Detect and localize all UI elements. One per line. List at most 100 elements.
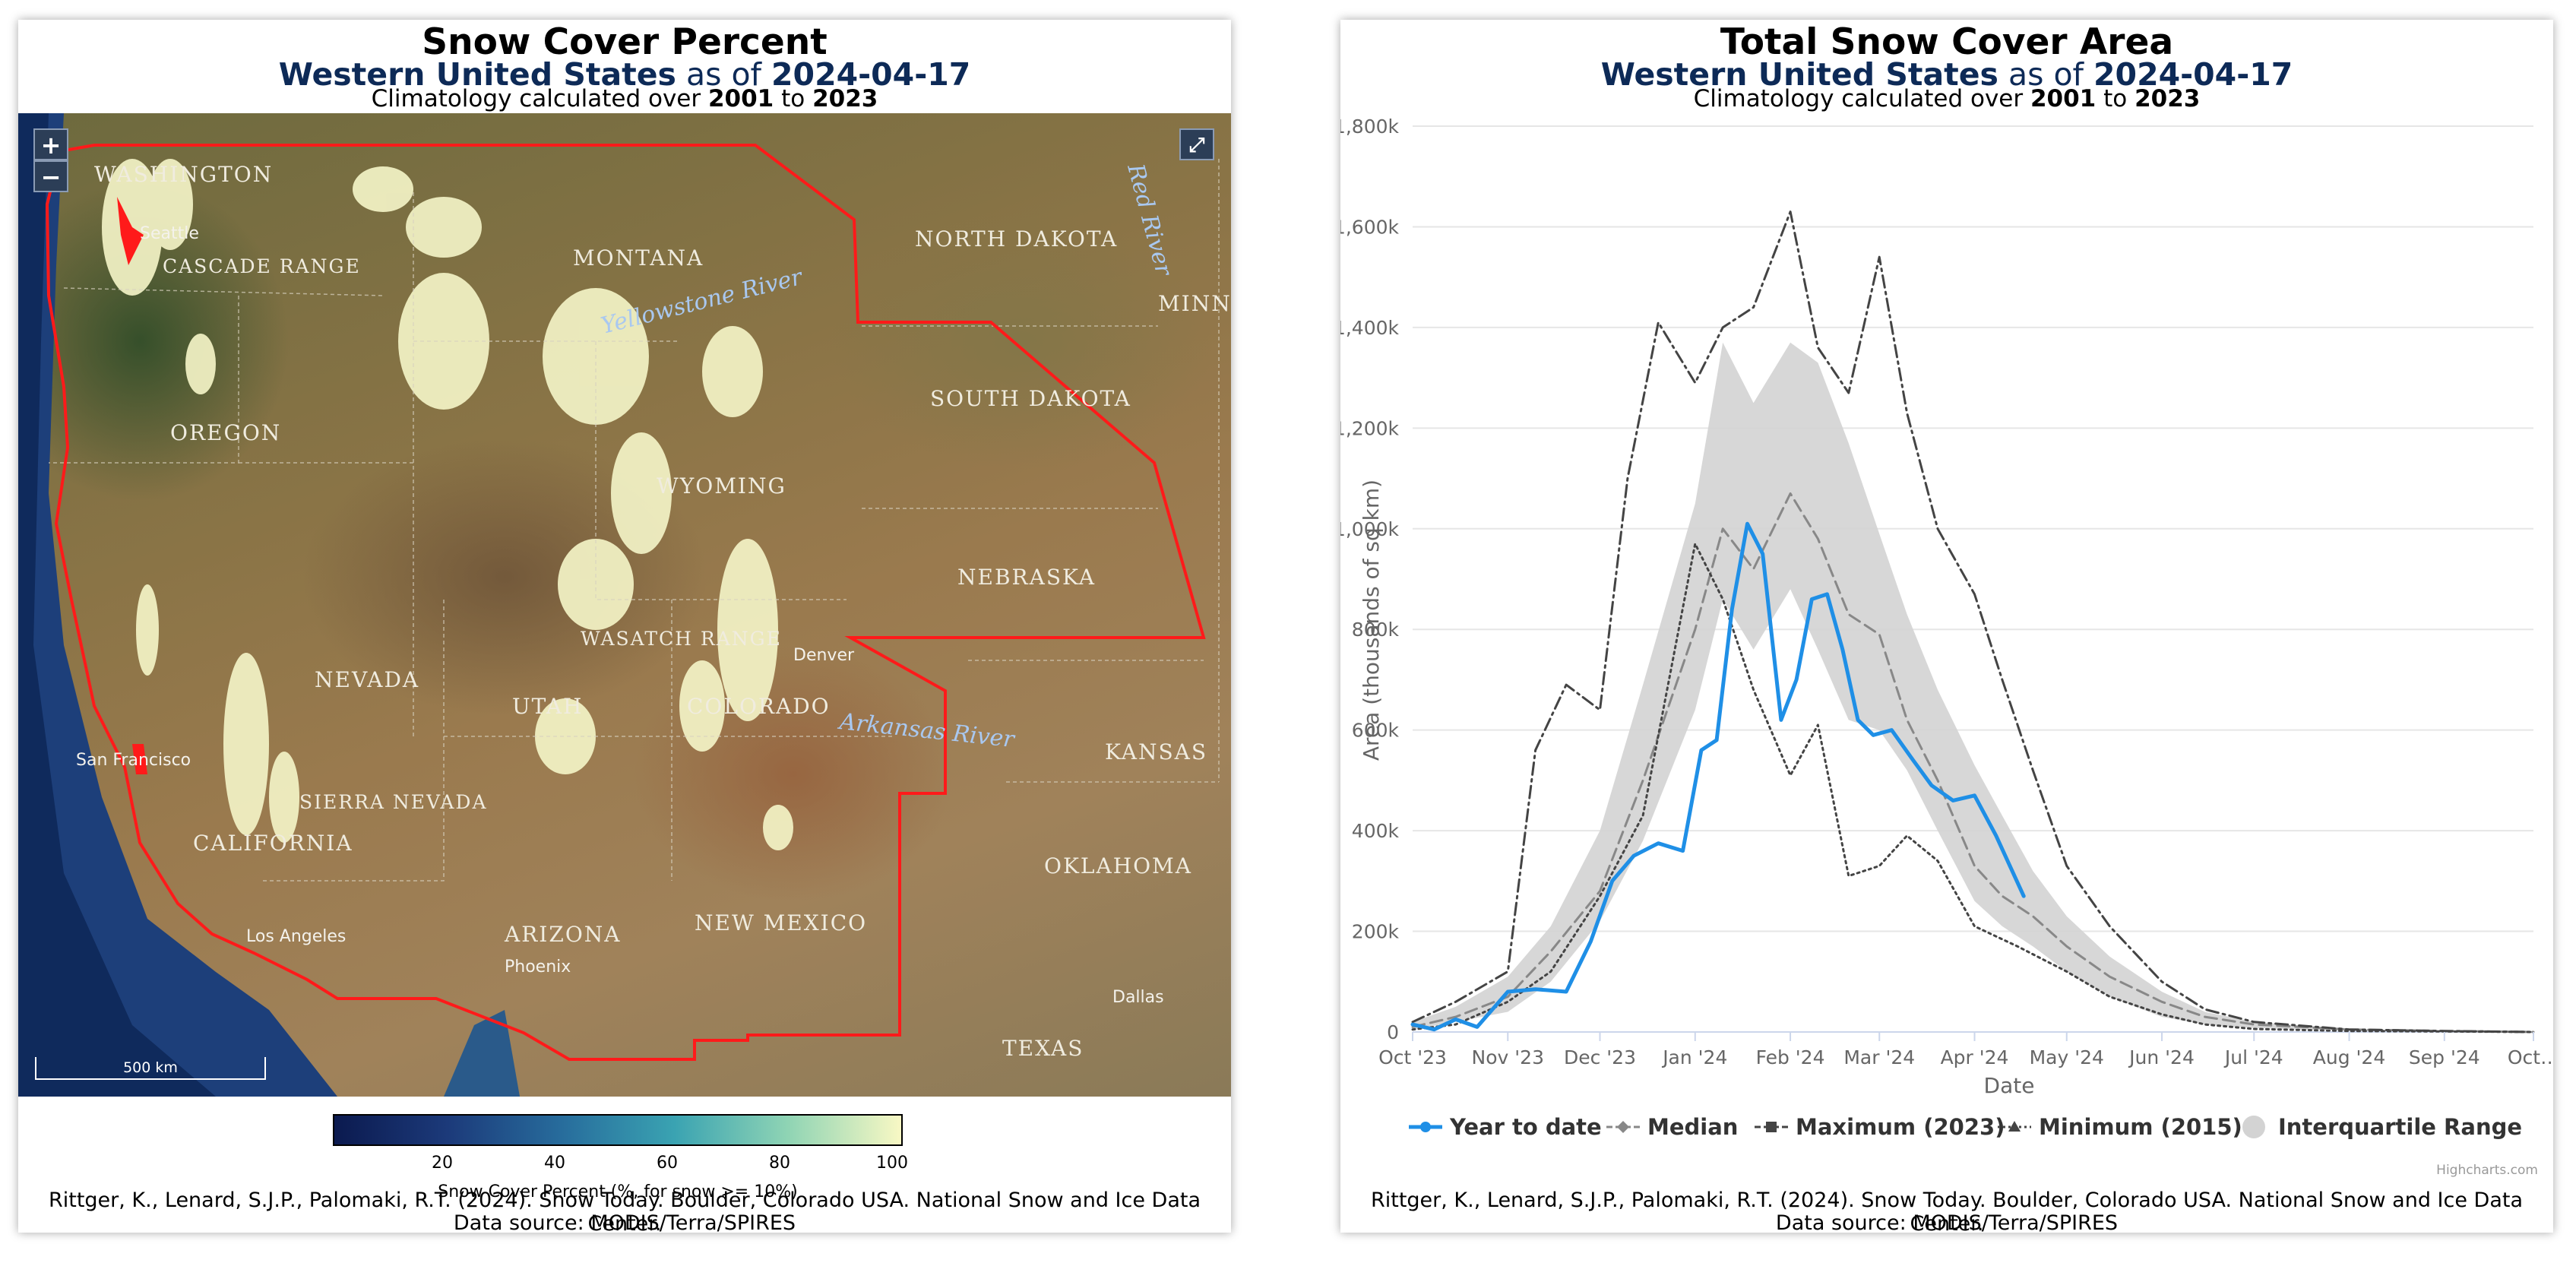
colorbar-gradient	[333, 1114, 903, 1146]
state-label: MINNE	[1158, 291, 1231, 316]
median-line	[1411, 492, 2535, 1034]
year-to-date-line	[1410, 521, 2026, 1032]
map-subtitle-date: 2024-04-17	[771, 56, 971, 93]
map-climatology-start: 2001	[707, 85, 774, 112]
river-label: Arkansas River	[836, 708, 1017, 753]
city-label: San Francisco	[76, 751, 191, 770]
y-tick-label: 1,600k	[1340, 216, 1400, 238]
chart-title: Total Snow Cover Area	[1720, 21, 2174, 63]
snow-cover-area-chart-panel: Total Snow Cover Area Western United Sta…	[1340, 20, 2553, 1236]
legend-marker-circle	[1420, 1122, 1431, 1132]
legend-item-interquartile-range[interactable]: Interquartile Range	[2242, 1114, 2522, 1140]
chart-citation: Rittger, K., Lenard, S.J.P., Palomaki, R…	[1370, 1189, 2524, 1236]
state-label: WYOMING	[657, 473, 786, 499]
chart-data-source: Data source: MODIS/Terra/SPIRES	[1775, 1211, 2119, 1235]
state-boundaries	[49, 159, 1220, 882]
state-label: TEXAS	[1002, 1036, 1084, 1061]
map-subtitle-region: Western United States	[278, 56, 676, 93]
city-label: Phoenix	[505, 958, 571, 977]
state-label: KANSAS	[1105, 739, 1207, 764]
zoom-out-button[interactable]: −	[33, 160, 68, 192]
zoom-in-button[interactable]: +	[33, 128, 68, 160]
gulf-water	[444, 1010, 520, 1097]
map-scale-bar: 500 km	[35, 1057, 266, 1080]
state-label: SOUTH DAKOTA	[930, 386, 1131, 411]
x-tick-label: Jun '24	[2128, 1046, 2195, 1068]
legend-item-label: Maximum (2023)	[1796, 1114, 2005, 1140]
city-label: Seattle	[140, 224, 199, 243]
x-axis-label: Date	[1984, 1073, 2035, 1098]
chart-legend[interactable]: Year to date Median Maximum (2023) Minimum …	[1409, 1114, 2522, 1140]
legend-item-minimum-2015[interactable]: Minimum (2015)	[1998, 1114, 2242, 1140]
y-axis-label: Area (thousands of sq km)	[1359, 480, 1384, 761]
chart-subtitle-region: Western United States	[1600, 56, 1998, 93]
legend-item-label: Interquartile Range	[2278, 1114, 2522, 1140]
highcharts-credits[interactable]: Highcharts.com	[2436, 1163, 2538, 1178]
x-axis-ticks: Oct '23 Nov '23 Dec '23 Jan '24 Feb '24 Mar '…	[1378, 1032, 2553, 1068]
y-tick-label: 1,200k	[1340, 417, 1400, 439]
x-tick-label: Jan '24	[1661, 1046, 1727, 1068]
x-tick-label: Sep '24	[2409, 1046, 2480, 1068]
city-label: Los Angeles	[246, 927, 346, 946]
map-data-source: Data source: MODIS/Terra/SPIRES	[453, 1211, 796, 1235]
chart-series-lines	[1410, 210, 2535, 1034]
x-tick-label: May '24	[2030, 1046, 2104, 1068]
state-label: NEW MEXICO	[695, 910, 867, 935]
maximum-2023-line	[1411, 210, 2535, 1034]
colorbar-tick: 100	[876, 1154, 908, 1173]
x-tick-label: Oct '23	[1378, 1046, 1447, 1068]
state-label: NORTH DAKOTA	[915, 226, 1118, 252]
range-label: CASCADE RANGE	[163, 255, 361, 277]
deep-ocean	[18, 113, 216, 1097]
chart-climatology-start: 2001	[2030, 85, 2097, 112]
legend-item-label: Median	[1647, 1114, 1738, 1140]
x-tick-label: Aug '24	[2313, 1046, 2385, 1068]
sf-bay-highlight	[132, 744, 147, 774]
city-labels: Seattle San Francisco Los Angeles Phoeni…	[76, 224, 1164, 1007]
puget-sound-highlight	[117, 197, 144, 265]
region-outline	[45, 144, 1206, 1061]
state-label: MONTANA	[573, 245, 704, 271]
city-label: Denver	[793, 646, 855, 665]
range-label: WASATCH RANGE	[581, 628, 782, 650]
fullscreen-button[interactable]: ⤢	[1179, 128, 1214, 160]
state-label: OREGON	[170, 420, 281, 445]
x-tick-label: Jul '24	[2223, 1046, 2283, 1068]
x-tick-label: Apr '24	[1941, 1046, 2009, 1068]
legend-item-median[interactable]: Median	[1606, 1114, 1738, 1140]
x-tick-label: Mar '24	[1843, 1046, 1915, 1068]
snow-cover-patches	[102, 159, 793, 850]
y-tick-label: 600k	[1352, 720, 1400, 742]
snow-area-chart[interactable]: 0 200k 400k 600k 800k 1,000k 1,200k 1,400k 1,600…	[1340, 20, 2553, 1182]
x-tick-label: Nov '23	[1472, 1046, 1544, 1068]
state-label: WASHINGTON	[94, 162, 273, 187]
legend-symbol-circle	[2242, 1116, 2265, 1138]
chart-subtitle-mid: as of	[1998, 56, 2094, 93]
colorbar-tick: 20	[432, 1154, 453, 1173]
chart-climatology-note: Climatology calculated over 2001 to 2023	[1340, 85, 2553, 112]
legend-item-year-to-date[interactable]: Year to date	[1409, 1114, 1602, 1140]
x-tick-label: Oct…	[2508, 1046, 2553, 1068]
satellite-map[interactable]: WASHINGTON MONTANA NORTH DAKOTA SOUTH DA…	[18, 113, 1231, 1097]
state-label: NEVADA	[315, 667, 419, 692]
map-climatology-mid: to	[774, 85, 813, 112]
map-citation: Rittger, K., Lenard, S.J.P., Palomaki, R…	[48, 1189, 1201, 1236]
snow-cover-map-panel: Snow Cover Percent Western United States…	[18, 20, 1231, 1236]
interquartile-range-area	[1413, 342, 2533, 1032]
map-climatology-prefix: Climatology calculated over	[371, 85, 708, 112]
y-tick-label: 0	[1387, 1021, 1399, 1043]
chart-subtitle: Western United States as of 2024-04-17	[1340, 56, 2553, 93]
map-climatology-note: Climatology calculated over 2001 to 2023	[18, 85, 1231, 112]
state-label: COLORADO	[687, 694, 831, 719]
map-climatology-end: 2023	[812, 85, 878, 112]
state-label: ARIZONA	[504, 922, 622, 947]
state-label: UTAH	[512, 694, 583, 719]
state-label: CALIFORNIA	[193, 831, 353, 856]
state-label: NEBRASKA	[957, 565, 1096, 590]
river-label: Yellowstone River	[598, 264, 805, 340]
colorbar-tick: 40	[544, 1154, 565, 1173]
legend-item-maximum-2023[interactable]: Maximum (2023)	[1755, 1114, 2005, 1140]
map-title: Snow Cover Percent	[422, 21, 828, 63]
y-axis-ticks: 0 200k 400k 600k 800k 1,000k 1,200k 1,400k 1,600…	[1340, 116, 1400, 1043]
colorbar-tick: 60	[657, 1154, 678, 1173]
